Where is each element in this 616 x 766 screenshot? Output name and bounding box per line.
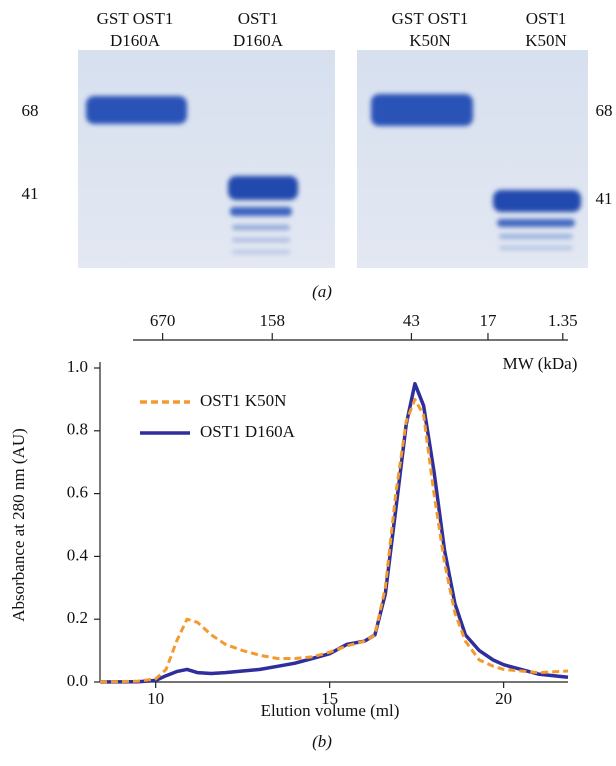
x-tick-label: 20 [495,689,512,708]
y-tick-label: 0.6 [67,483,88,502]
lane-label: D160A [110,31,161,50]
lane-label: D160A [233,31,284,50]
x2-tick-label: 43 [403,311,420,330]
mw-marker: 41 [596,189,613,208]
x2-tick-label: 1.35 [548,311,578,330]
lane-label: K50N [525,31,567,50]
y-axis-title: Absorbance at 280 nm (AU) [9,428,28,622]
data-line [100,399,568,682]
x2-axis-title: MW (kDa) [503,354,578,373]
gel-left [78,50,335,268]
x2-tick-label: 158 [259,311,285,330]
panel-label: (a) [312,282,332,301]
mw-marker: 68 [22,101,39,120]
lane-label: K50N [409,31,451,50]
lane-label: GST OST1 [392,9,469,28]
gel-right [357,50,588,268]
lane-label: OST1 [526,9,567,28]
lane-label: OST1 [238,9,279,28]
y-tick-label: 0.2 [67,608,88,627]
y-tick-label: 0.4 [67,545,89,564]
y-tick-label: 0.0 [67,671,88,690]
y-tick-label: 1.0 [67,357,88,376]
mw-marker: 68 [596,101,613,120]
legend-label: OST1 D160A [200,422,296,441]
mw-marker: 41 [22,184,39,203]
legend-label: OST1 K50N [200,391,286,410]
x2-tick-label: 17 [479,311,497,330]
x-tick-label: 10 [147,689,164,708]
lane-label: GST OST1 [97,9,174,28]
panel-label: (b) [312,732,332,751]
x-tick-label: 15 [321,689,338,708]
figure: GST OST1 D160A OST1 D160A GST OST1 K50N … [0,0,616,766]
data-line [100,384,568,682]
x2-tick-label: 670 [150,311,176,330]
y-tick-label: 0.8 [67,420,88,439]
